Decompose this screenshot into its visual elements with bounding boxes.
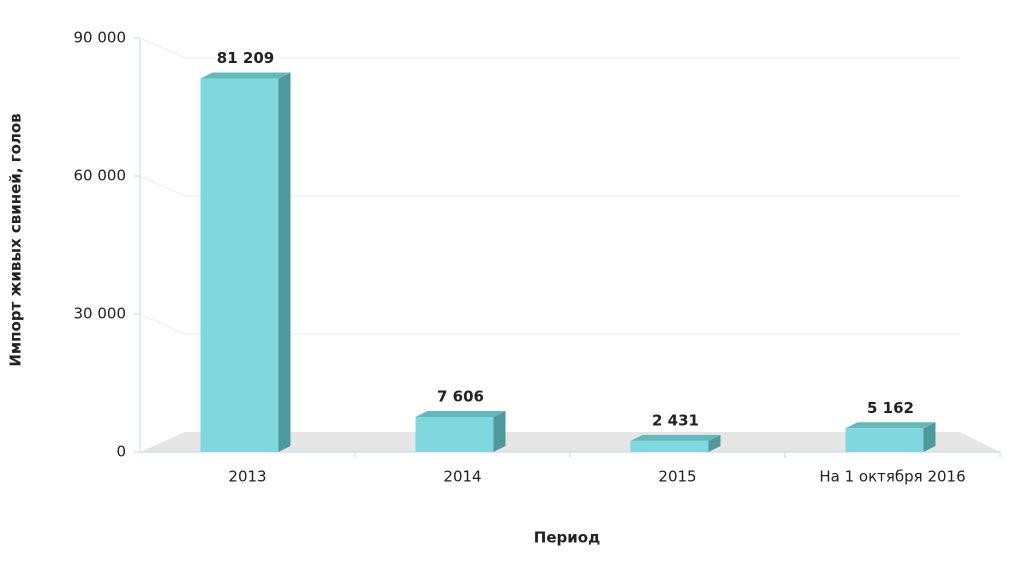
- bar: [200, 78, 279, 452]
- bar-top: [200, 72, 291, 79]
- y-tick-label: 90 000: [74, 29, 127, 47]
- bar-side: [493, 411, 506, 452]
- data-label: 5 162: [867, 399, 914, 417]
- bar-side: [278, 72, 291, 452]
- data-label: 2 431: [652, 411, 699, 429]
- bar-side: [923, 422, 936, 452]
- bar-top: [415, 411, 506, 418]
- x-tick-label: На 1 октября 2016: [819, 468, 965, 486]
- bar-top: [845, 422, 936, 429]
- y-tick-label: 30 000: [74, 305, 127, 323]
- x-axis-title: Период: [534, 529, 600, 547]
- grid-line: [139, 175, 960, 197]
- y-tick-label: 0: [116, 443, 126, 461]
- y-tick-label: 60 000: [74, 167, 127, 185]
- bar: [845, 428, 924, 452]
- x-tick-label: 2014: [443, 468, 481, 486]
- x-tick-label: 2015: [658, 468, 696, 486]
- floor: [140, 432, 1000, 452]
- data-label: 81 209: [217, 49, 274, 67]
- grid-line: [139, 37, 960, 59]
- x-tick-label: 2013: [228, 468, 266, 486]
- y-axis-title: Импорт живых свиней, голов: [7, 113, 25, 366]
- bar-top: [630, 434, 721, 441]
- bar: [630, 440, 709, 452]
- data-label: 7 606: [437, 388, 484, 406]
- bar-side: [708, 434, 721, 452]
- bar: [415, 417, 494, 452]
- grid-line: [139, 313, 960, 335]
